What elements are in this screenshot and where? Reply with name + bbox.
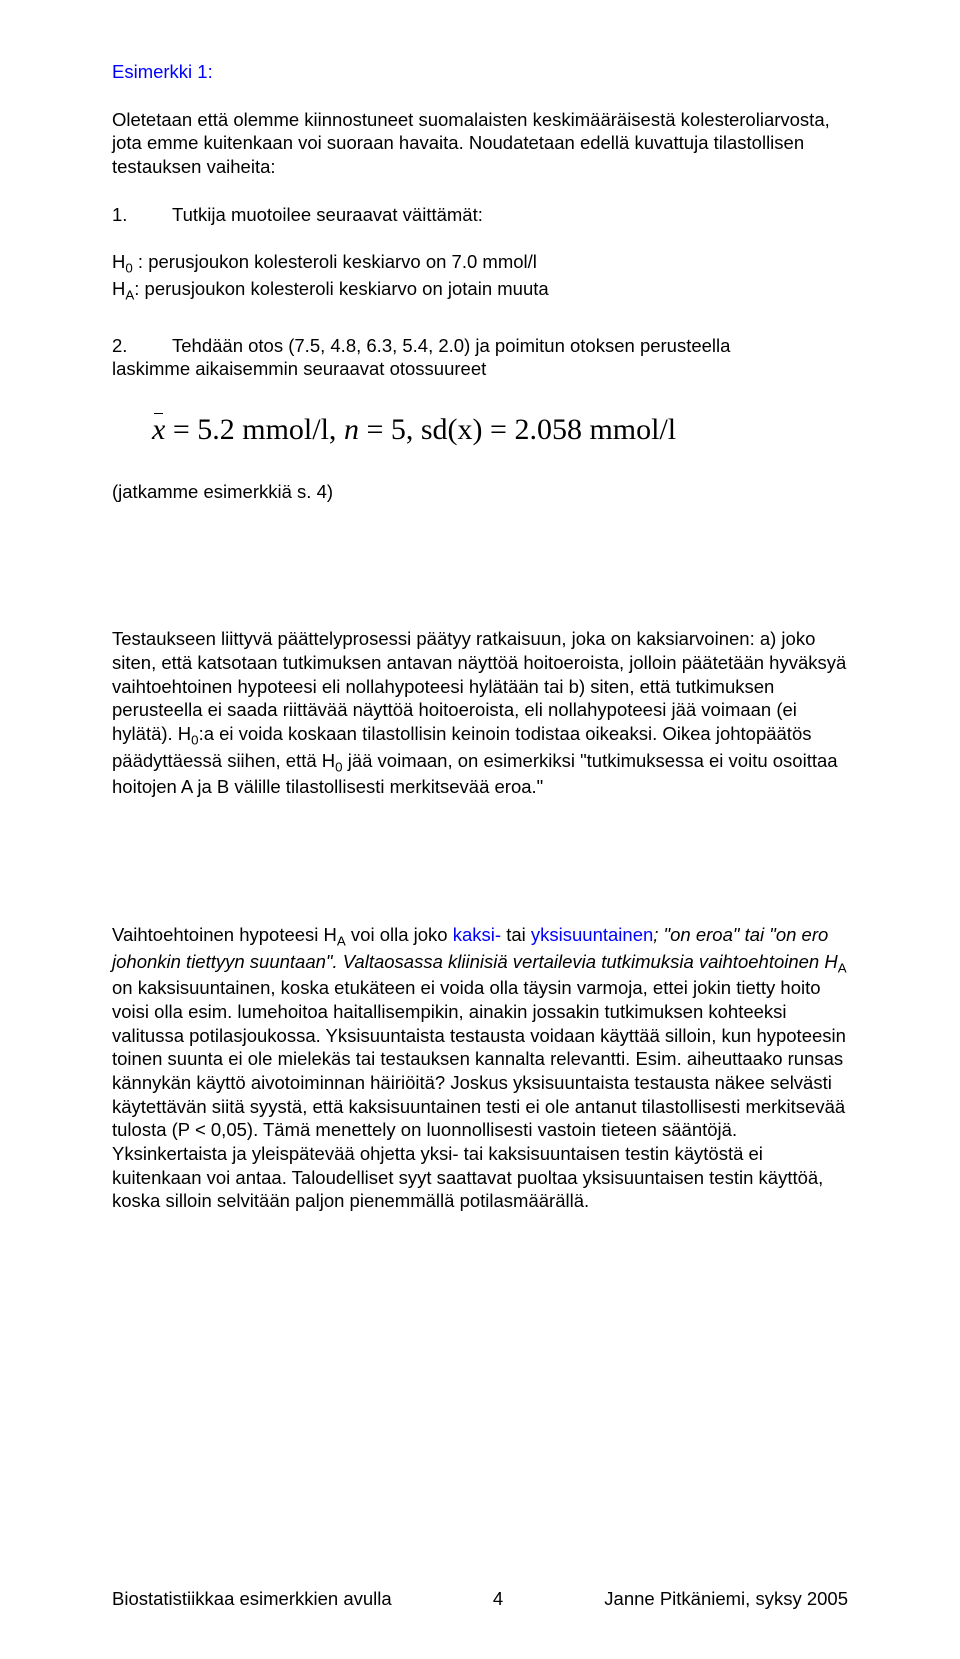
process-sub1: 0 — [191, 733, 198, 748]
tail-yksi: yksisuuntainen — [531, 924, 653, 945]
hypothesis-ha: HA: perusjoukon kolesteroli keskiarvo on… — [112, 277, 848, 304]
h0-text: : perusjoukon kolesteroli keskiarvo on 7… — [133, 251, 537, 272]
spacer-1 — [112, 527, 848, 627]
footer-left: Biostatistiikkaa esimerkkien avulla — [112, 1587, 392, 1611]
xbar-symbol: x — [152, 411, 165, 449]
step-2-line1: 2.Tehdään otos (7.5, 4.8, 6.3, 5.4, 2.0)… — [112, 334, 848, 358]
document-page: Esimerkki 1: Oletetaan että olemme kiinn… — [0, 0, 960, 1659]
continuation-note: (jatkamme esimerkkiä s. 4) — [112, 480, 848, 504]
step-1-number: 1. — [112, 203, 172, 227]
sd-value: 2.058 — [514, 413, 582, 446]
process-paragraph: Testaukseen liittyvä päättelyprosessi pä… — [112, 627, 848, 799]
example-heading: Esimerkki 1: — [112, 60, 848, 84]
h0-label: H — [112, 251, 125, 272]
step-2-number: 2. — [112, 334, 172, 358]
mean-value: 5.2 — [197, 413, 235, 446]
footer-page-number: 4 — [493, 1587, 503, 1611]
ha-sub: A — [125, 288, 134, 303]
tail-a: Vaihtoehtoinen hypoteesi H — [112, 924, 337, 945]
equals-2: = — [366, 413, 390, 446]
process-sub2: 0 — [335, 759, 342, 774]
h0-sub: 0 — [125, 261, 132, 276]
tail-kaksi: kaksi- — [453, 924, 501, 945]
tail-paragraph: Vaihtoehtoinen hypoteesi HA voi olla jok… — [112, 923, 848, 1213]
equals-3: = — [490, 413, 514, 446]
page-footer: Biostatistiikkaa esimerkkien avulla 4 Ja… — [112, 1587, 848, 1611]
mean-unit-text: mmol/l, — [242, 413, 336, 446]
step-2-text-a: Tehdään otos (7.5, 4.8, 6.3, 5.4, 2.0) j… — [172, 335, 730, 356]
footer-right: Janne Pitkäniemi, syksy 2005 — [604, 1587, 848, 1611]
hypothesis-h0: H0 : perusjoukon kolesteroli keskiarvo o… — [112, 250, 848, 277]
tail-b: voi olla joko — [346, 924, 453, 945]
spacer-2 — [112, 823, 848, 923]
equals-1: = — [173, 413, 197, 446]
n-label-text: n — [344, 413, 359, 446]
ha-text: : perusjoukon kolesteroli keskiarvo on j… — [134, 278, 548, 299]
hypotheses-block: H0 : perusjoukon kolesteroli keskiarvo o… — [112, 250, 848, 303]
step-1: 1.Tutkija muotoilee seuraavat väittämät: — [112, 203, 848, 227]
tail-a-sub: A — [337, 934, 346, 949]
formula: x = 5.2 mmol/l, n = 5, sd(x) = 2.058 mmo… — [152, 411, 848, 449]
ha-label: H — [112, 278, 125, 299]
step-1-text: Tutkija muotoilee seuraavat väittämät: — [172, 204, 483, 225]
step-2-line2: laskimme aikaisemmin seuraavat otossuure… — [112, 357, 848, 381]
tail-c: tai — [501, 924, 531, 945]
intro-paragraph: Oletetaan että olemme kiinnostuneet suom… — [112, 108, 848, 179]
tail-d-sub: A — [838, 960, 847, 975]
sd-unit-text: mmol/l — [589, 413, 676, 446]
step-2: 2.Tehdään otos (7.5, 4.8, 6.3, 5.4, 2.0)… — [112, 334, 848, 381]
tail-e: on kaksisuuntainen, koska etukäteen ei v… — [112, 977, 846, 1211]
sd-label-text: sd(x) — [421, 413, 483, 446]
n-value: 5, — [391, 413, 414, 446]
